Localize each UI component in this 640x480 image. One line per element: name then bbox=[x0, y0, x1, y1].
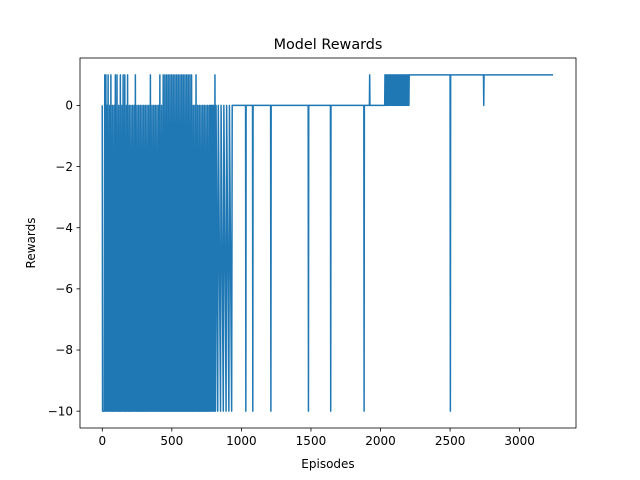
y-tick-label: −2 bbox=[55, 160, 73, 174]
x-axis-label: Episodes bbox=[301, 457, 354, 471]
x-tick-label: 1000 bbox=[226, 434, 257, 448]
y-tick-label: 0 bbox=[65, 99, 73, 113]
x-tick-label: 0 bbox=[98, 434, 106, 448]
x-tick-label: 1500 bbox=[296, 434, 327, 448]
x-tick-label: 2000 bbox=[365, 434, 396, 448]
series-layer bbox=[101, 74, 554, 412]
y-tick-label: −10 bbox=[48, 404, 73, 418]
x-tick-label: 500 bbox=[160, 434, 183, 448]
x-axis-ticks: 0 500 1000 1500 2000 2500 3000 bbox=[98, 428, 535, 448]
x-tick-label: 2500 bbox=[435, 434, 466, 448]
chart-title: Model Rewards bbox=[274, 37, 383, 53]
plot-frame bbox=[79, 57, 577, 429]
y-axis-label: Rewards bbox=[24, 218, 38, 269]
y-tick-label: −8 bbox=[55, 343, 73, 357]
y-tick-label: −4 bbox=[55, 221, 73, 235]
x-tick-label: 3000 bbox=[504, 434, 535, 448]
reward-line bbox=[101, 74, 554, 412]
y-tick-label: −6 bbox=[55, 282, 73, 296]
y-axis-ticks: −10 −8 −6 −4 −2 0 bbox=[48, 99, 80, 418]
